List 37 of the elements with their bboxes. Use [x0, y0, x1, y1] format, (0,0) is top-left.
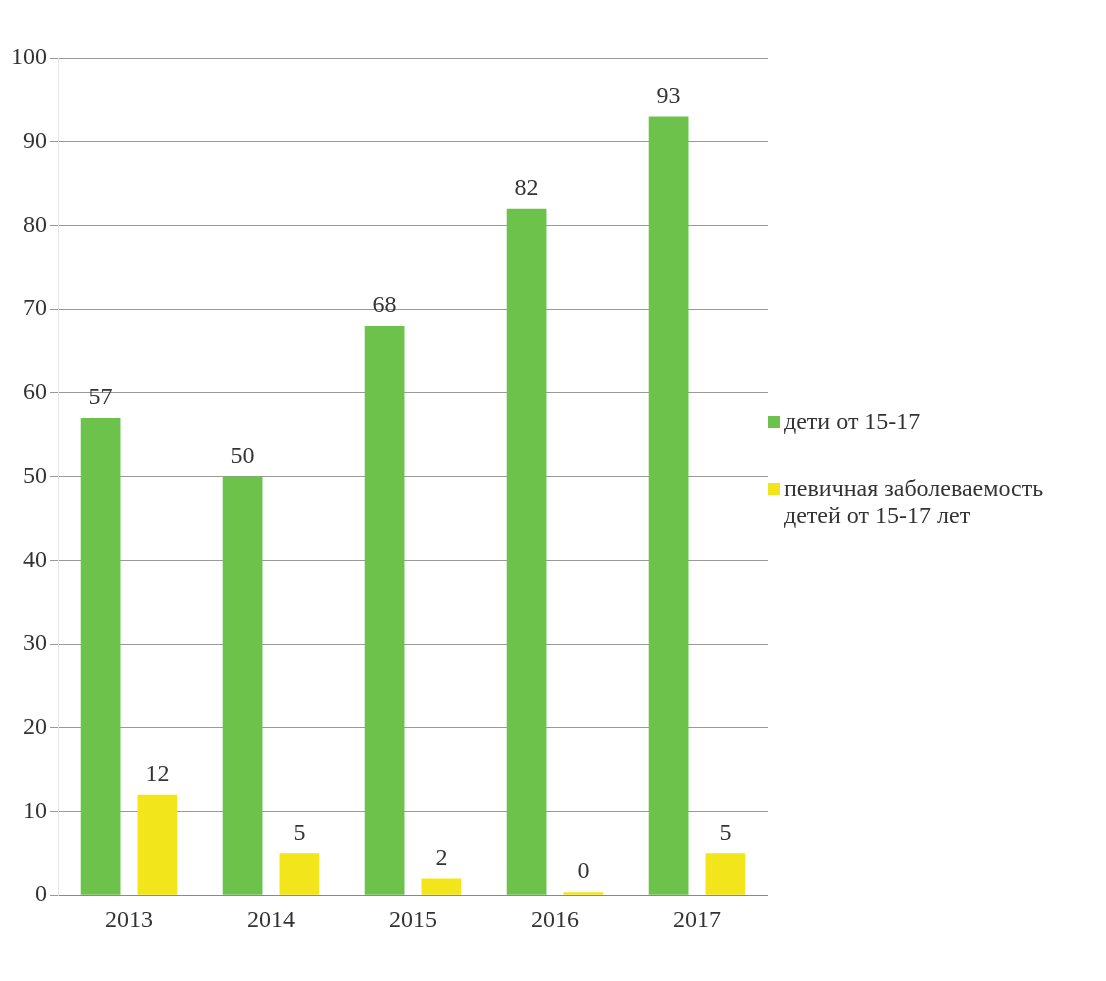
data-label: 50: [230, 441, 255, 468]
bar: [279, 853, 320, 895]
bar: [506, 208, 547, 895]
data-label: 68: [372, 291, 397, 318]
y-tick-label: 70: [23, 294, 47, 321]
y-tick-label: 20: [23, 713, 47, 740]
data-label: 93: [656, 81, 681, 108]
bar: [222, 476, 263, 895]
x-tick-label: 2017: [673, 905, 721, 932]
data-label: 12: [145, 760, 170, 787]
bar: [364, 325, 405, 895]
bar: [421, 878, 462, 895]
y-tick-label: 30: [23, 629, 47, 656]
bar: [80, 418, 121, 895]
bar: [648, 116, 689, 895]
bar: [137, 794, 178, 895]
x-tick-label: 2016: [531, 905, 579, 932]
y-tick-label: 90: [23, 127, 47, 154]
y-tick-label: 50: [23, 461, 47, 488]
data-label: 5: [719, 818, 732, 845]
y-tick-label: 60: [23, 378, 47, 405]
y-tick-label: 0: [35, 880, 47, 907]
data-label: 2: [435, 843, 448, 870]
y-tick-label: 100: [11, 43, 47, 70]
y-tick-label: 10: [23, 796, 47, 823]
data-label: 57: [88, 383, 113, 410]
y-tick-label: 40: [23, 545, 47, 572]
bar: [705, 853, 746, 895]
x-tick-label: 2013: [105, 905, 153, 932]
y-tick-label: 80: [23, 210, 47, 237]
data-label: 82: [514, 173, 539, 200]
legend-label: дети от 15-17: [784, 407, 921, 435]
x-tick-label: 2014: [247, 905, 295, 932]
legend-label: певичная заболеваемость детей от 15-17 лет: [784, 474, 1045, 529]
data-label: 0: [577, 857, 590, 884]
data-label: 5: [293, 818, 306, 845]
x-tick-label: 2015: [389, 905, 437, 932]
